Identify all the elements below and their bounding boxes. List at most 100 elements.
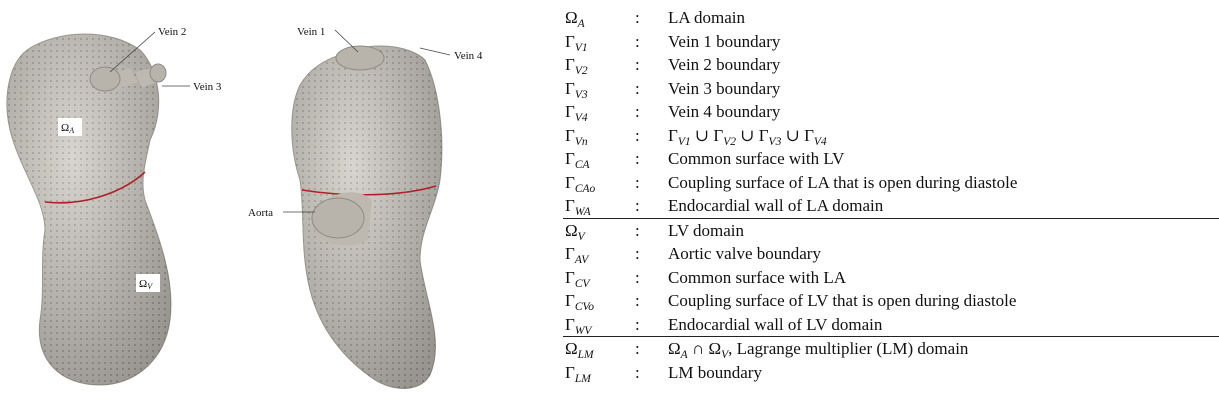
label: Vein 4 <box>454 50 483 62</box>
label-base: Ω <box>139 278 147 290</box>
separator: : <box>635 31 640 51</box>
description-text: Vein 4 boundary <box>668 102 781 121</box>
description-text: LA domain <box>668 8 745 27</box>
symbol-sub: V4 <box>813 135 827 148</box>
table-row: ΓWV: Endocardial wall of LV domain <box>563 313 1219 337</box>
symbol-base: Γ <box>565 314 575 334</box>
symbol-sub: CV <box>574 277 590 290</box>
table-row: ΓV1: Vein 1 boundary <box>563 30 1219 54</box>
description-text: Coupling surface of LV that is open duri… <box>668 291 1017 310</box>
separator: : <box>635 78 640 98</box>
symbol: ΓV4 <box>565 100 588 131</box>
description-text: Vein 1 boundary <box>668 31 781 51</box>
symbol: ΓCA <box>565 147 590 178</box>
table-row: ΓWA: Endocardial wall of LA domain <box>563 194 1219 218</box>
description-text: Aortic valve boundary <box>668 244 821 263</box>
description-text: Vein 3 boundary <box>668 78 781 98</box>
symbol: ΓAV <box>565 242 588 273</box>
table-row: ΓCAo: Coupling surface of LA that is open… <box>563 171 1219 195</box>
symbol: ΓV1 <box>565 30 588 61</box>
separator: : <box>635 339 640 358</box>
separator: : <box>635 55 640 74</box>
symbol-sub: CA <box>574 159 590 171</box>
description-text: Coupling surface of LA that is open duri… <box>668 172 1018 192</box>
symbol-sub: V3 <box>574 88 588 101</box>
symbol-sub: LM <box>574 372 591 385</box>
table-row: ΓV2: Vein 2 boundary <box>563 53 1219 77</box>
symbol-base: Ω <box>668 339 681 358</box>
description-text: LV domain <box>668 220 745 240</box>
table-row: ΓCV: Common surface with LA <box>563 266 1219 290</box>
symbol-base: Γ <box>565 244 575 263</box>
symbol-base: Γ <box>565 102 575 121</box>
vein-cap <box>89 66 121 92</box>
label: ΩA <box>61 122 74 135</box>
label-sub: A <box>68 126 74 135</box>
interface-curve <box>301 185 437 196</box>
symbol-base: Γ <box>565 362 575 382</box>
table-row: ΓLM: LM boundary <box>563 361 1219 385</box>
symbol: ΩV <box>565 219 585 250</box>
separator: : <box>635 196 640 215</box>
description: LA domain <box>668 6 745 30</box>
description-text: ∪ <box>735 125 759 145</box>
description: Coupling surface of LA that is open duri… <box>668 171 1017 195</box>
vein-cap <box>149 63 167 83</box>
symbol-sub: CAo <box>574 182 596 195</box>
description-text: Endocardial wall of LV domain <box>668 314 883 334</box>
symbol-sub: V4 <box>574 112 588 124</box>
table-row: ΓV3: Vein 3 boundary <box>563 77 1219 101</box>
symbol-sub: WV <box>574 324 592 337</box>
label-box <box>58 118 82 136</box>
symbol-base: Γ <box>565 267 575 287</box>
description: Vein 4 boundary <box>668 100 780 124</box>
left-mesh: Vein 2 Vein 3 ΩA ΩV <box>6 26 222 386</box>
label-sub: V <box>147 282 153 291</box>
symbol: ΓCV <box>565 266 590 297</box>
table-row: ΩLM: ΩA ∩ ΩV, Lagrange multiplier (LM) do… <box>563 337 1219 361</box>
symbol-base: Γ <box>565 125 575 145</box>
description: Common surface with LV <box>668 147 844 171</box>
label-base: Ω <box>61 122 69 134</box>
symbol-base: Γ <box>565 149 575 168</box>
symbol-base: Γ <box>565 172 575 192</box>
description-text: LM boundary <box>668 362 762 382</box>
description: Vein 2 boundary <box>668 53 780 77</box>
separator: : <box>635 125 640 145</box>
symbol-sub: A <box>577 18 585 30</box>
symbol: ΓV2 <box>565 53 588 84</box>
symbol-base: Ω <box>565 8 578 27</box>
label: Vein 3 <box>193 81 222 93</box>
symbol-base: Γ <box>565 196 575 215</box>
symbol-base: Γ <box>565 55 575 74</box>
symbol-sub: AV <box>574 254 589 266</box>
symbol-sub: V <box>577 230 585 243</box>
leader-line <box>419 47 451 56</box>
symbol: ΓCAo <box>565 171 595 202</box>
symbol-sub: WA <box>574 206 591 218</box>
description-text: Common surface with LV <box>668 149 845 168</box>
table-row: ΓCVo: Coupling surface of LV that is open… <box>563 289 1219 313</box>
vein-cap <box>335 45 385 71</box>
description: ΩA ∩ ΩV, Lagrange multiplier (LM) domain <box>668 337 968 368</box>
symbol-base: Γ <box>565 78 575 98</box>
description: Coupling surface of LV that is open duri… <box>668 289 1016 313</box>
symbol-base: Ω <box>565 339 578 358</box>
symbol-sub: V1 <box>677 135 691 148</box>
symbol-sub: V2 <box>574 65 588 77</box>
label: Aorta <box>248 207 273 219</box>
description-text: Endocardial wall of LA domain <box>668 196 884 215</box>
symbol-sub: CVo <box>574 301 594 313</box>
label: ΩV <box>139 278 153 291</box>
aorta-cap <box>311 197 365 239</box>
table-row: ΓAV: Aortic valve boundary <box>563 242 1219 266</box>
symbol-sub: LM <box>577 349 594 361</box>
separator: : <box>635 244 640 263</box>
symbol: ΓCVo <box>565 289 594 320</box>
symbol-table: ΩA: LA domain ΓV1: Vein 1 boundary ΓV2: Vein … <box>563 6 1219 385</box>
group-rule <box>563 217 1219 219</box>
description-text: Vein 2 boundary <box>668 55 781 74</box>
description: ΓV1 ∪ ΓV2 ∪ ΓV3 ∪ ΓV4 <box>668 124 827 155</box>
table-row: ΓVn: ΓV1 ∪ ΓV2 ∪ ΓV3 ∪ ΓV4 <box>563 124 1219 148</box>
